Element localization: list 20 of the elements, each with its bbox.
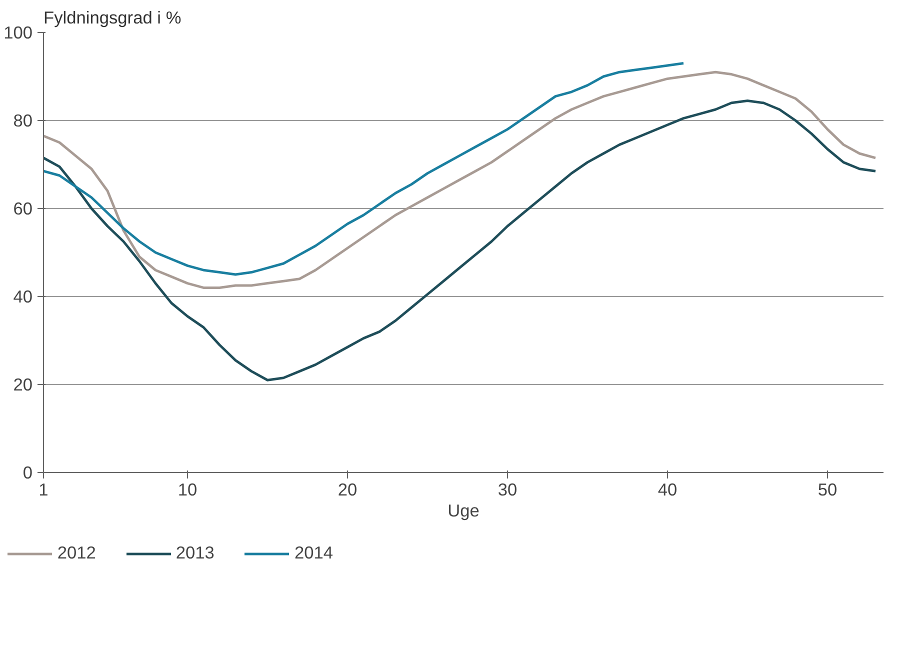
y-tick-label: 40: [13, 286, 33, 306]
x-tick-label: 30: [498, 480, 518, 500]
x-tick-label: 50: [818, 480, 838, 500]
x-tick-label: 40: [658, 480, 678, 500]
y-axis-title: Fyldningsgrad i %: [44, 8, 182, 28]
x-tick-label: 20: [338, 480, 358, 500]
legend-label: 2012: [57, 542, 96, 564]
x-tick-label: 10: [178, 480, 198, 500]
y-tick-label: 100: [4, 22, 33, 42]
y-tick-label: 60: [13, 198, 33, 218]
legend-label: 2014: [294, 542, 334, 564]
legend-label: 2013: [176, 542, 214, 564]
y-tick-label: 20: [13, 374, 33, 394]
x-tick-label: 1: [38, 480, 48, 500]
line-series: [44, 99, 877, 382]
y-tick-label: 80: [13, 110, 33, 130]
line-series: [44, 70, 877, 289]
x-axis-title: Uge: [448, 500, 480, 520]
y-tick-label: 0: [22, 462, 33, 482]
line-series: [44, 62, 685, 276]
